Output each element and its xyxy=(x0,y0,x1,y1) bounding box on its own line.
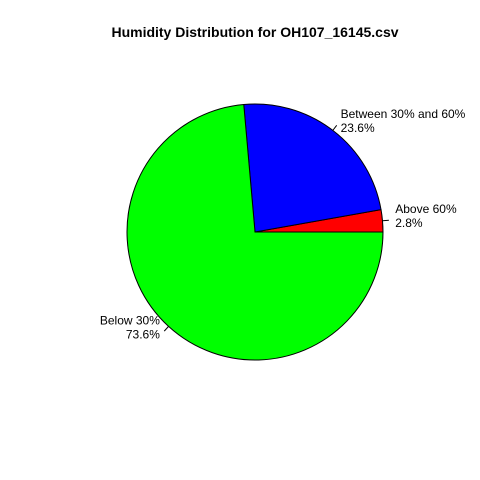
slice-percent-3: 73.6% xyxy=(126,327,160,341)
pie-slice-3 xyxy=(126,103,384,361)
slice-percent-1: 2.8% xyxy=(395,216,423,230)
chart-title: Humidity Distribution for OH107_16145.cs… xyxy=(111,24,398,40)
slice-label-2: Between 30% and 60% xyxy=(341,107,466,121)
leader-line-2 xyxy=(332,124,338,131)
pie-slices xyxy=(126,103,384,361)
pie-labels: Above 60%2.8% Between 30% and 60%23.6% Bel… xyxy=(100,107,466,341)
leader-line-1 xyxy=(382,219,389,222)
pie-slice-2 xyxy=(243,103,382,233)
slice-percent-2: 23.6% xyxy=(341,121,375,135)
leader-line-3 xyxy=(163,326,169,332)
slice-label-1: Above 60% xyxy=(395,202,457,216)
slice-label-3: Below 30% xyxy=(100,313,160,327)
